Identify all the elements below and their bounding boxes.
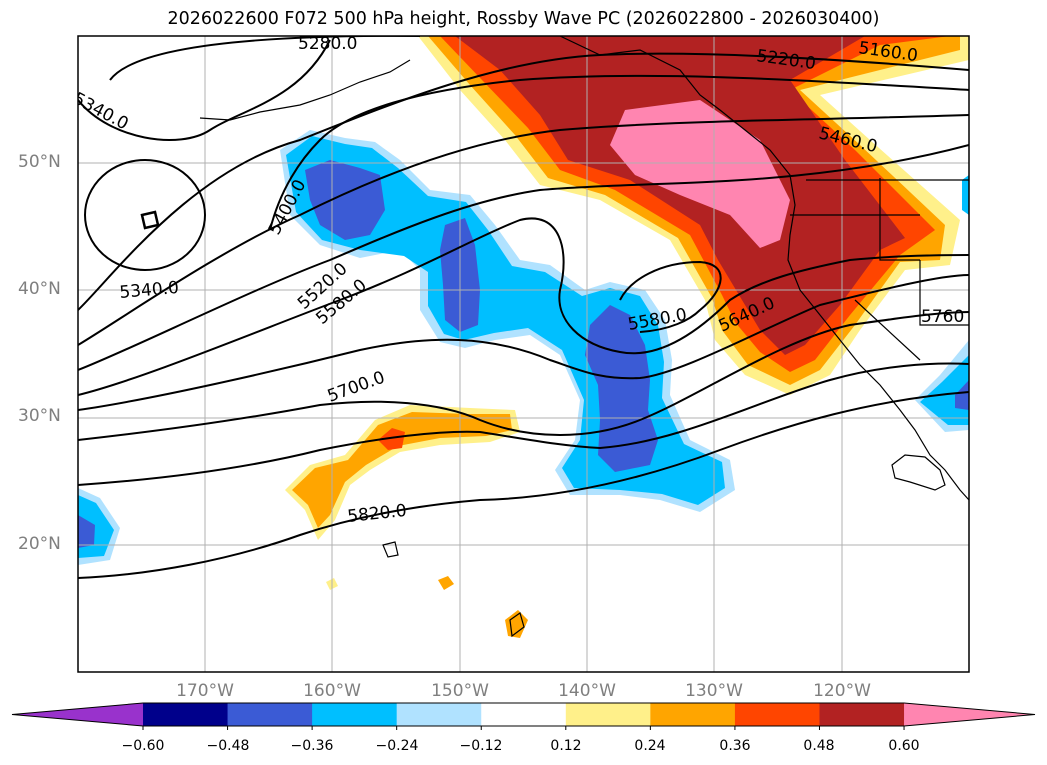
chart-title: 2026022600 F072 500 hPa height, Rossby W… [167,9,880,29]
lat-label-50n: 50°N [18,152,61,172]
contour-label-5280: 5280.0 [298,34,357,54]
colorbar-segment [650,703,736,726]
colorbar-tick: −0.24 [375,738,419,754]
colorbar-extend-right [904,703,1035,726]
contour-label-5340-nw: 5340.0 [70,89,132,135]
lon-label-140w: 140°W [558,681,616,701]
lon-label-160w: 160°W [303,681,361,701]
colorbar-extend-left [12,703,143,726]
colorbar-tick: 0.60 [888,738,920,754]
anomaly-pos-spot2 [438,576,454,590]
map-frame [77,35,970,673]
colorbar-segment [565,703,651,726]
colorbar-segment [734,703,820,726]
colorbar [11,702,1036,730]
anomaly-pos-sub-yellow [285,405,520,540]
colorbar-segment [481,703,567,726]
lon-label-150w: 150°W [431,681,489,701]
anomaly-neg-edge [962,175,969,215]
colorbar-segment [396,703,482,726]
colorbar-tick: 0.36 [719,738,751,754]
lon-label-170w: 170°W [176,681,234,701]
lon-label-130w: 130°W [685,681,743,701]
lat-label-40n: 40°N [18,279,61,299]
colorbar-tick: 0.48 [803,738,835,754]
anomaly-neg-east3 [955,380,969,410]
colorbar-segment [819,703,905,726]
colorbar-tick: −0.48 [206,738,250,754]
height-contours [78,36,969,579]
colorbar-tick: −0.36 [290,738,334,754]
coastlines [140,36,969,638]
graticule [78,36,969,672]
contour-label-5340: 5340.0 [119,278,180,303]
anomaly-neg-blue1 [305,160,385,240]
lon-label-120w: 120°W [813,681,871,701]
lat-label-30n: 30°N [18,406,61,426]
anomaly-pos-pink [610,100,790,248]
colorbar-tick: 0.24 [634,738,666,754]
contour-label-5760: 5760 [921,307,964,327]
colorbar-segment [312,703,398,726]
contour-label-5820: 5820.0 [346,501,407,527]
colorbar-segment [227,703,313,726]
anomaly-pos-sub-red [378,428,405,450]
anomaly-pos-darkred [455,36,905,355]
colorbar-tick: −0.60 [121,738,165,754]
lat-label-20n: 20°N [18,534,61,554]
anomaly-neg-west3 [78,515,95,548]
colorbar-segment [143,703,229,726]
anomaly-pos-spot3 [505,610,528,638]
colorbar-tick: −0.12 [459,738,503,754]
colorbar-tick: 0.12 [550,738,582,754]
